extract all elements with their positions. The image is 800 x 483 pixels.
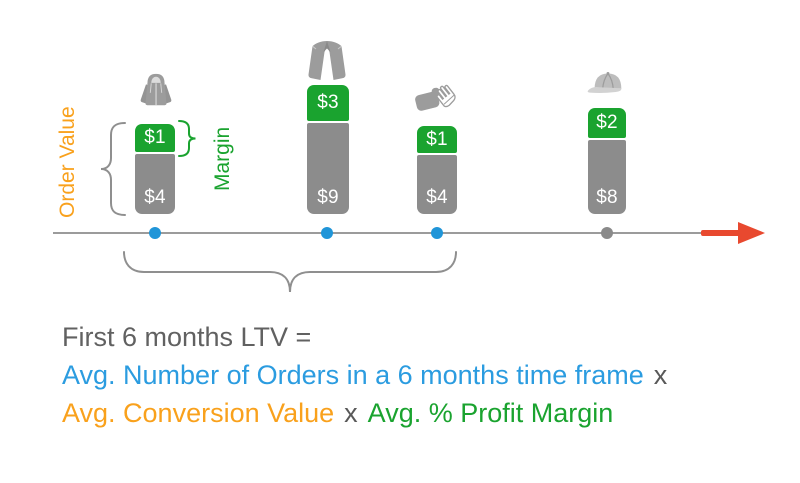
avg-number-of-orders-text: Avg. Number of Orders in a 6 months time… (62, 360, 644, 390)
formula-line-2: Avg. Number of Orders in a 6 months time… (62, 356, 667, 394)
six-months-window-brace (122, 250, 458, 296)
multiply-operator-1: x (653, 360, 668, 390)
formula-line-1: First 6 months LTV = (62, 318, 667, 356)
timeline-arrow-head (738, 222, 765, 244)
ltv-formula: First 6 months LTV = Avg. Number of Orde… (62, 318, 667, 432)
bar3-order-segment: $4 (417, 155, 457, 214)
bar4-margin-value: $2 (596, 112, 618, 133)
timeline-dot-1 (149, 227, 161, 239)
bar2-margin-value: $3 (317, 92, 339, 113)
timeline-dot-4 (601, 227, 613, 239)
avg-profit-margin-text: Avg. % Profit Margin (367, 398, 614, 428)
timeline-dot-2 (321, 227, 333, 239)
bar4-order-value: $8 (596, 187, 618, 208)
bar1-order-value: $4 (144, 187, 166, 208)
bar1-margin-value: $1 (144, 127, 166, 148)
order-value-label: Order Value (56, 106, 79, 218)
timeline-arrow-shaft (701, 230, 741, 236)
avg-conversion-value-text: Avg. Conversion Value (62, 398, 335, 428)
timeline-axis (53, 232, 703, 234)
bar3-margin-value: $1 (426, 128, 448, 150)
margin-brace (177, 119, 201, 159)
margin-label: Margin (211, 126, 234, 192)
bar3-order-value: $4 (426, 187, 448, 208)
bar1-margin-segment: $1 (135, 124, 175, 152)
hoodie-icon (137, 71, 175, 109)
bar4-order-segment: $8 (588, 140, 626, 214)
bar4-margin-segment: $2 (588, 108, 626, 138)
timeline-dot-3 (431, 227, 443, 239)
bar2-order-value: $9 (317, 187, 339, 208)
bar1-order-segment: $4 (135, 154, 175, 214)
formula-line-3: Avg. Conversion Value x Avg. % Profit Marg… (62, 394, 667, 432)
cap-icon (585, 66, 629, 102)
bar3-margin-segment: $1 (417, 126, 457, 153)
bar2-margin-segment: $3 (307, 85, 349, 121)
order-value-brace (96, 121, 128, 217)
multiply-operator-2: x (344, 398, 358, 428)
formula-title: First 6 months LTV = (62, 322, 312, 352)
gloves-icon (413, 81, 461, 119)
blazer-icon (303, 39, 351, 83)
bar2-order-segment: $9 (307, 123, 349, 214)
